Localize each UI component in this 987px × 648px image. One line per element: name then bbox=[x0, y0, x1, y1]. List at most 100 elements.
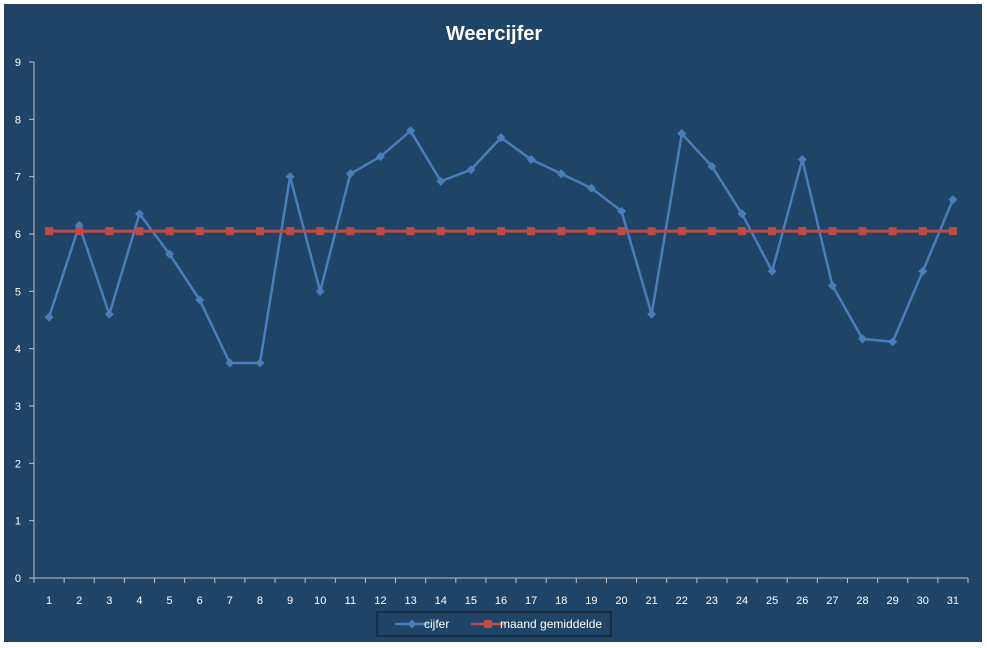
x-tick-label: 16 bbox=[495, 595, 507, 607]
series-2 bbox=[45, 227, 957, 236]
data-point bbox=[315, 286, 325, 296]
y-tick-label: 8 bbox=[15, 114, 21, 126]
data-point bbox=[285, 172, 295, 182]
x-tick-label: 3 bbox=[106, 595, 112, 607]
data-point bbox=[828, 227, 837, 236]
data-point bbox=[497, 227, 505, 236]
x-tick-label: 26 bbox=[796, 595, 808, 607]
legend-box bbox=[376, 611, 612, 637]
series-line bbox=[47, 129, 955, 365]
y-tick-label: 3 bbox=[15, 401, 21, 413]
x-tick-label: 1 bbox=[46, 595, 52, 607]
legend-item: maand gemiddelde bbox=[471, 617, 602, 631]
data-point bbox=[436, 227, 445, 236]
data-point bbox=[677, 227, 686, 236]
data-point bbox=[888, 337, 898, 347]
y-tick-label: 1 bbox=[15, 516, 21, 528]
data-point bbox=[918, 266, 928, 276]
x-tick-label: 10 bbox=[314, 595, 326, 607]
data-point bbox=[858, 334, 868, 344]
legend-label: cijfer bbox=[424, 617, 449, 631]
x-tick-label: 5 bbox=[167, 595, 173, 607]
data-point bbox=[527, 227, 536, 236]
x-tick-label: 22 bbox=[676, 595, 688, 607]
x-tick-label: 6 bbox=[197, 595, 203, 607]
data-point bbox=[557, 227, 566, 236]
y-tick-label: 5 bbox=[15, 286, 21, 298]
series-layer bbox=[44, 126, 958, 368]
x-tick-label: 23 bbox=[706, 595, 718, 607]
x-tick-label: 11 bbox=[345, 595, 356, 607]
x-tick-label: 20 bbox=[615, 595, 627, 607]
legend-marker bbox=[484, 620, 492, 628]
data-point bbox=[45, 227, 54, 236]
chart-legend: cijfer maand gemiddelde bbox=[376, 611, 612, 637]
legend-label: maand gemiddelde bbox=[500, 617, 602, 631]
data-point bbox=[677, 129, 687, 139]
x-tick-label: 25 bbox=[766, 595, 778, 607]
data-point bbox=[104, 309, 114, 319]
x-tick-label: 29 bbox=[887, 595, 899, 607]
y-tick-label: 9 bbox=[15, 57, 21, 69]
data-point bbox=[827, 281, 837, 291]
chart-axes bbox=[33, 62, 968, 579]
data-point bbox=[255, 358, 265, 368]
data-point bbox=[918, 227, 927, 236]
x-tick-label: 4 bbox=[136, 595, 142, 607]
y-axis-ticks: 0 1 2 3 4 5 6 7 8 9 bbox=[15, 57, 34, 585]
x-tick-label: 19 bbox=[585, 595, 597, 607]
x-tick-label: 13 bbox=[404, 595, 416, 607]
data-point bbox=[767, 266, 777, 276]
x-tick-label: 15 bbox=[465, 595, 477, 607]
data-point bbox=[436, 176, 446, 186]
data-point bbox=[75, 227, 84, 236]
data-point bbox=[255, 227, 264, 236]
data-point bbox=[105, 227, 114, 236]
y-tick-label: 7 bbox=[15, 172, 21, 184]
data-point bbox=[165, 227, 174, 236]
x-tick-label: 7 bbox=[227, 595, 233, 607]
x-tick-label: 12 bbox=[374, 595, 386, 607]
data-point bbox=[858, 227, 867, 236]
data-point bbox=[466, 227, 475, 236]
data-point bbox=[738, 227, 747, 236]
chart-title: Weercijfer bbox=[446, 23, 543, 45]
data-point bbox=[316, 227, 325, 236]
x-tick-label: 9 bbox=[287, 595, 293, 607]
data-point bbox=[466, 165, 476, 175]
data-point bbox=[707, 161, 717, 171]
data-point bbox=[647, 227, 656, 236]
data-point bbox=[286, 227, 295, 236]
data-point bbox=[948, 227, 957, 236]
data-point bbox=[948, 195, 958, 205]
x-axis-ticks: 1 2 3 4 5 6 7 8 9 10 11 12 13 14 15 16 17 18 19 20 21 22 23 24 2… bbox=[33, 578, 969, 607]
data-point bbox=[617, 206, 627, 216]
data-point bbox=[345, 169, 355, 179]
data-point bbox=[406, 227, 415, 236]
data-point bbox=[586, 183, 596, 193]
data-point bbox=[587, 227, 596, 236]
data-point bbox=[617, 227, 626, 236]
x-tick-label: 24 bbox=[736, 595, 748, 607]
y-tick-label: 0 bbox=[15, 573, 21, 585]
data-point bbox=[346, 227, 355, 236]
x-tick-label: 2 bbox=[76, 595, 82, 607]
data-point bbox=[768, 227, 777, 236]
y-tick-label: 2 bbox=[15, 458, 21, 470]
x-tick-label: 27 bbox=[826, 595, 838, 607]
data-point bbox=[707, 227, 716, 236]
data-point bbox=[165, 249, 175, 259]
x-tick-label: 21 bbox=[646, 595, 658, 607]
series-1 bbox=[44, 126, 958, 368]
data-point bbox=[195, 227, 204, 236]
data-point bbox=[647, 309, 657, 319]
x-tick-label: 30 bbox=[917, 595, 929, 607]
y-tick-label: 6 bbox=[15, 229, 21, 241]
legend-item: cijfer bbox=[395, 617, 449, 631]
data-point bbox=[888, 227, 897, 236]
data-point bbox=[195, 295, 205, 305]
data-point bbox=[556, 169, 566, 179]
data-point bbox=[225, 358, 235, 368]
